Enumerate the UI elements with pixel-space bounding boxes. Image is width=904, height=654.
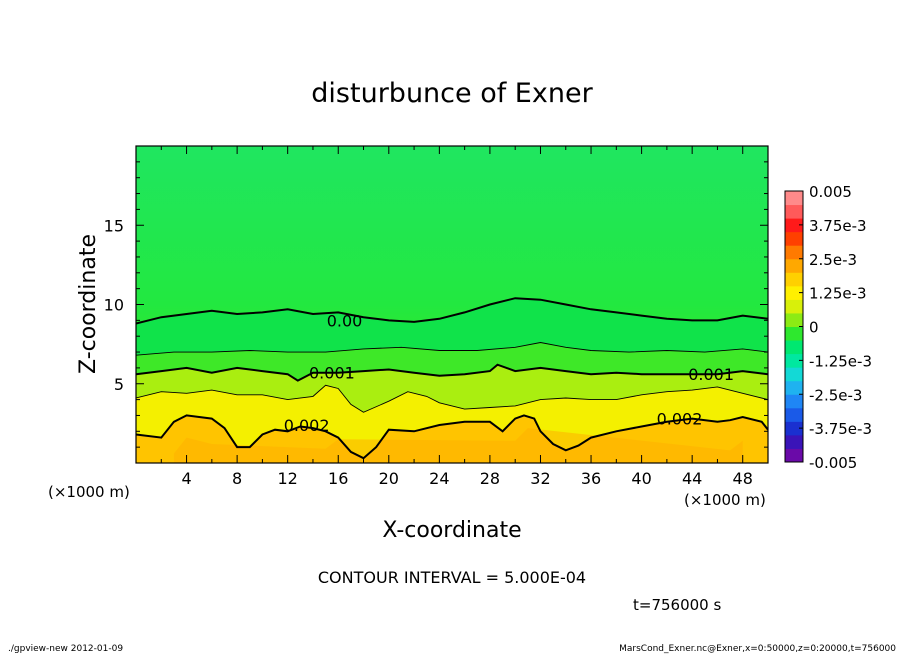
colorbar-segment: [785, 258, 803, 273]
y-tick-label: 15: [104, 216, 124, 235]
contour-line-0: [136, 297, 768, 325]
colorbar-label-5: -1.25e-3: [809, 352, 872, 370]
colorbar-segment: [785, 421, 803, 436]
contour-label-3: 0.002: [284, 416, 330, 435]
y-axis-label: Z-coordinate: [76, 234, 101, 374]
colorbar-segment: [785, 231, 803, 246]
colorbar-segment: [785, 285, 803, 300]
chart-title: disturbunce of Exner: [311, 78, 593, 109]
colorbar-segment: [785, 245, 803, 260]
colorbar-label-7: -3.75e-3: [809, 420, 872, 438]
x-axis: 4 8 12 16 20 24 28 32 36 40 44 48: [135, 146, 769, 488]
x-tick-label: 36: [581, 469, 601, 488]
x-unit-left: (×1000 m): [48, 483, 130, 501]
colorbar-label-2: 2.5e-3: [809, 251, 857, 269]
x-axis-label: X-coordinate: [382, 518, 521, 543]
colorbar-segment: [785, 367, 803, 382]
colorbar-segment: [785, 448, 803, 463]
x-tick-label: 16: [328, 469, 348, 488]
contour-label-4: 0.002: [657, 410, 703, 429]
colorbar-segment: [785, 204, 803, 219]
x-tick-label: 12: [278, 469, 298, 488]
colorbar-segment: [785, 394, 803, 409]
contour-line-1: [136, 342, 768, 356]
colorbar-label-6: -2.5e-3: [809, 386, 862, 404]
colorbar-segment: [785, 272, 803, 287]
colorbar-label-8: -0.005: [809, 454, 857, 472]
x-tick-label: 44: [682, 469, 702, 488]
x-tick-label: 4: [181, 469, 191, 488]
contour-label-0: 0.00: [327, 311, 363, 330]
x-unit-right: (×1000 m): [684, 491, 766, 509]
colorbar-segment: [785, 340, 803, 355]
contour-label-2: 0.001: [688, 365, 734, 384]
y-tick-label: 5: [114, 375, 124, 394]
colorbar-segment: [785, 380, 803, 395]
contour-line-2: [136, 363, 768, 382]
y-tick-label: 10: [104, 296, 124, 315]
colorbar-segment: [785, 326, 803, 341]
colorbar-label-3: 1.25e-3: [809, 285, 867, 303]
deep-orange-patch: [173, 428, 743, 463]
x-tick-label: 32: [530, 469, 550, 488]
contour-line-4: [136, 414, 768, 460]
contour-labels: 0.00 0.001 0.001 0.002 0.002: [284, 311, 734, 435]
colorbar-segment: [785, 407, 803, 422]
colorbar-segment: [785, 434, 803, 449]
contour-line-3: [136, 384, 768, 413]
x-tick-label: 40: [631, 469, 651, 488]
x-tick-label: 48: [733, 469, 753, 488]
footer-left: ./gpview-new 2012-01-09: [8, 644, 123, 654]
colorbar-segment: [785, 299, 803, 314]
colorbar-segment: [785, 353, 803, 368]
y-axis: 5 10 15: [104, 161, 768, 448]
colorbar-segment: [785, 218, 803, 233]
x-tick-label: 8: [232, 469, 242, 488]
plot-area: [136, 146, 768, 463]
footer-right: MarsCond_Exner.nc@Exner,x=0:50000,z=0:20…: [619, 644, 896, 654]
colorbar-label-4: 0: [809, 319, 819, 337]
contour-label-1: 0.001: [309, 364, 355, 383]
x-tick-label: 28: [480, 469, 500, 488]
colorbar-segment: [785, 312, 803, 327]
x-tick-label: 24: [429, 469, 449, 488]
contour-interval: CONTOUR INTERVAL = 5.000E-04: [318, 568, 586, 587]
colorbar-label-0: 0.005: [809, 183, 852, 201]
colorbar-segment: [785, 191, 803, 206]
time-label: t=756000 s: [633, 596, 721, 614]
x-tick-label: 20: [379, 469, 399, 488]
colorbar: 0.005 3.75e-3 2.5e-3 1.25e-3 0 -1.25e-3 -2.5e-…: [784, 183, 872, 472]
colorbar-label-1: 3.75e-3: [809, 217, 867, 235]
